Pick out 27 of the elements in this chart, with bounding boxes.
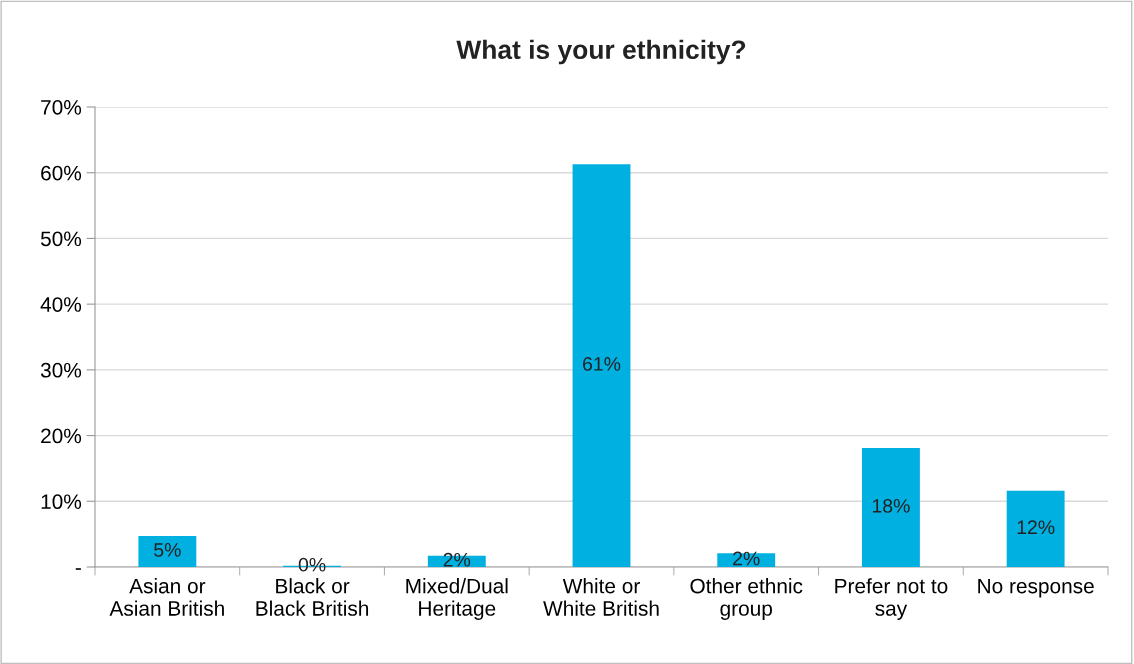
x-tick-label: Asian or Asian British xyxy=(109,578,224,616)
data-label: 61% xyxy=(583,357,621,371)
data-label: 5% xyxy=(154,543,181,557)
bar xyxy=(572,164,631,567)
bar xyxy=(1006,490,1065,567)
data-label: 2% xyxy=(733,551,760,566)
y-tick-label: 40% xyxy=(40,297,82,312)
bar xyxy=(861,448,920,567)
y-tick-label: 50% xyxy=(40,231,82,247)
y-tick-label: 10% xyxy=(41,494,82,510)
bar xyxy=(138,536,197,567)
x-tick-label: Black or Black British xyxy=(256,578,369,616)
x-tick-label: Mixed/Dual Heritage xyxy=(406,578,508,620)
y-tick-label: - xyxy=(75,568,81,570)
x-tick-label: Other ethnic group xyxy=(690,578,803,620)
data-label: 2% xyxy=(443,552,471,567)
y-tick-label: 60% xyxy=(41,165,82,181)
chart-title: What is your ethnicity? xyxy=(456,39,746,65)
y-tick-label: 70% xyxy=(41,100,82,115)
data-label: 18% xyxy=(872,498,910,513)
x-tick-label: Prefer not to say xyxy=(835,578,948,620)
y-tick-label: 20% xyxy=(41,428,82,444)
bar xyxy=(717,553,776,567)
x-tick-label: White or White British xyxy=(543,578,659,616)
y-tick-label: 30% xyxy=(40,362,82,378)
data-label: 12% xyxy=(1017,520,1055,535)
x-tick-label: No response xyxy=(978,578,1094,598)
